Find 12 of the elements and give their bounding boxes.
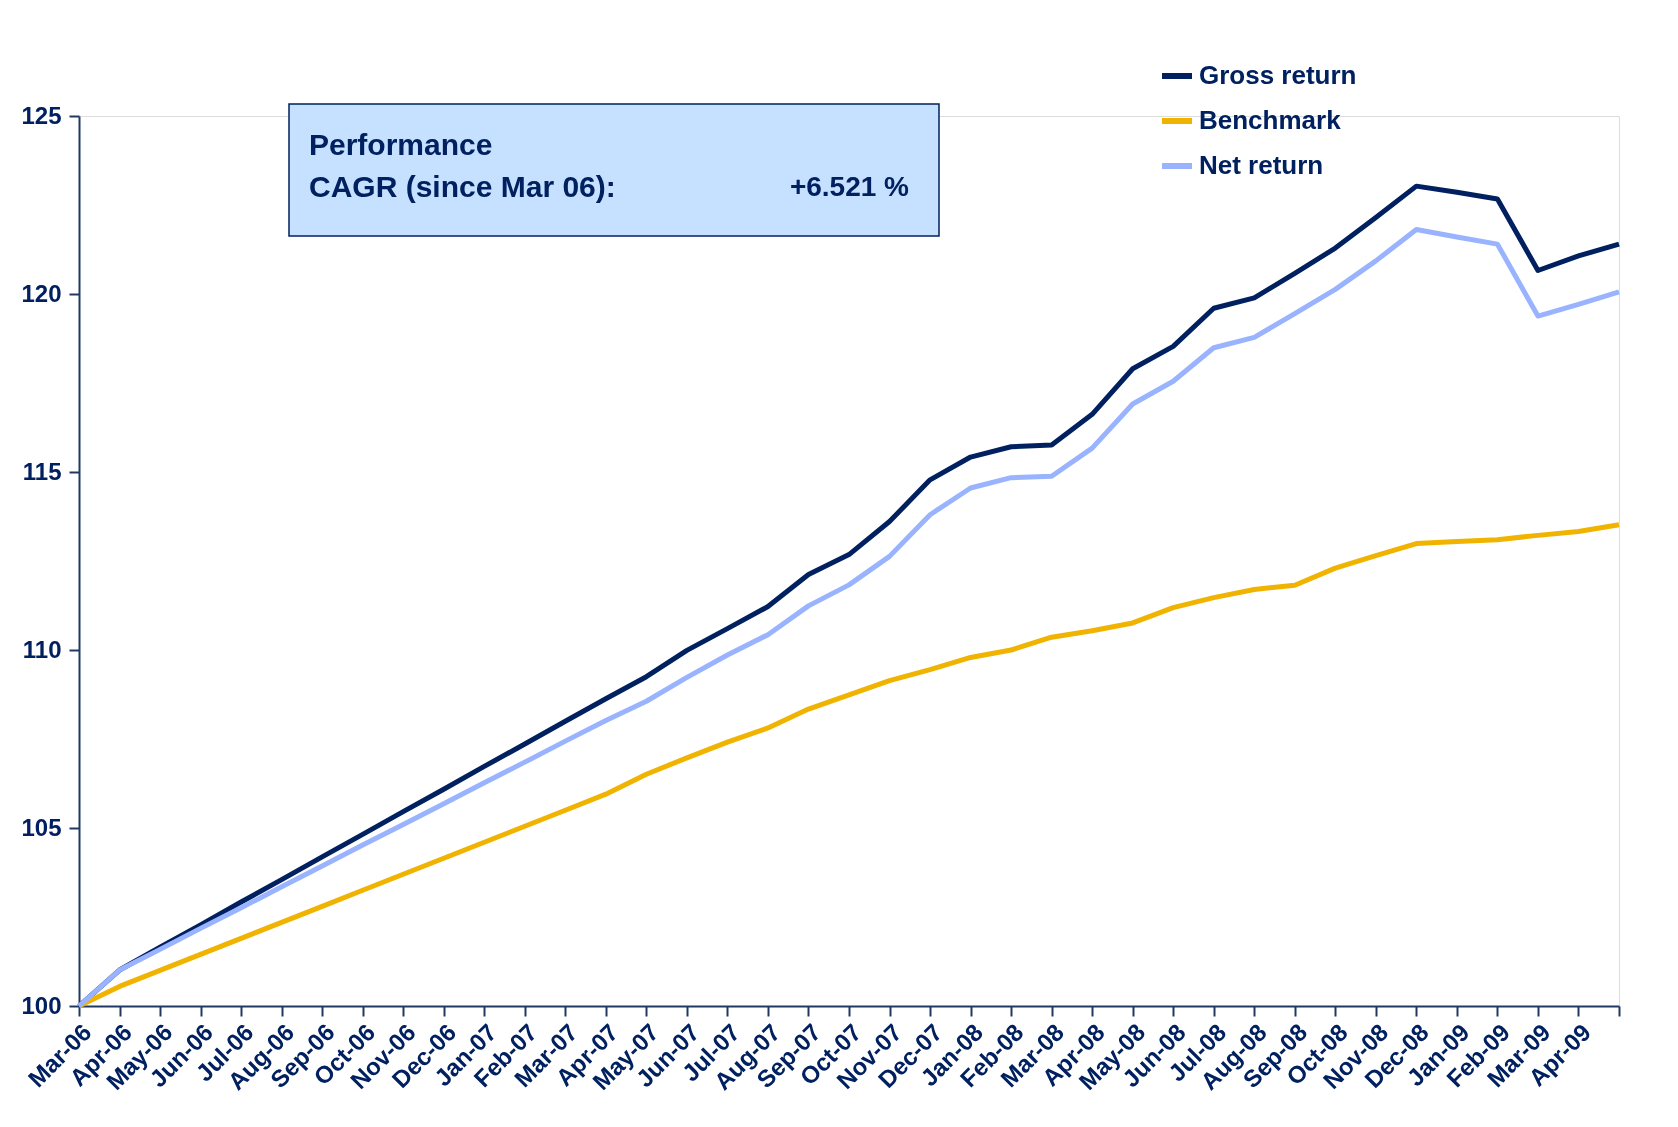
annotation: Performance: [309, 128, 493, 161]
legend-label: Gross return: [1199, 60, 1357, 90]
legend-label: Benchmark: [1199, 105, 1342, 135]
y-tick-label: 125: [21, 101, 62, 129]
legend-label: Net return: [1199, 150, 1324, 180]
y-tick-label: 115: [22, 457, 62, 485]
annotation: +6.521 %: [789, 171, 910, 202]
y-tick-label: 105: [21, 813, 62, 841]
y-tick-label: 110: [22, 635, 62, 663]
y-tick-label: 120: [21, 279, 62, 307]
annotation: CAGR (since Mar 06):: [309, 170, 616, 203]
y-tick-label: 100: [21, 991, 62, 1019]
